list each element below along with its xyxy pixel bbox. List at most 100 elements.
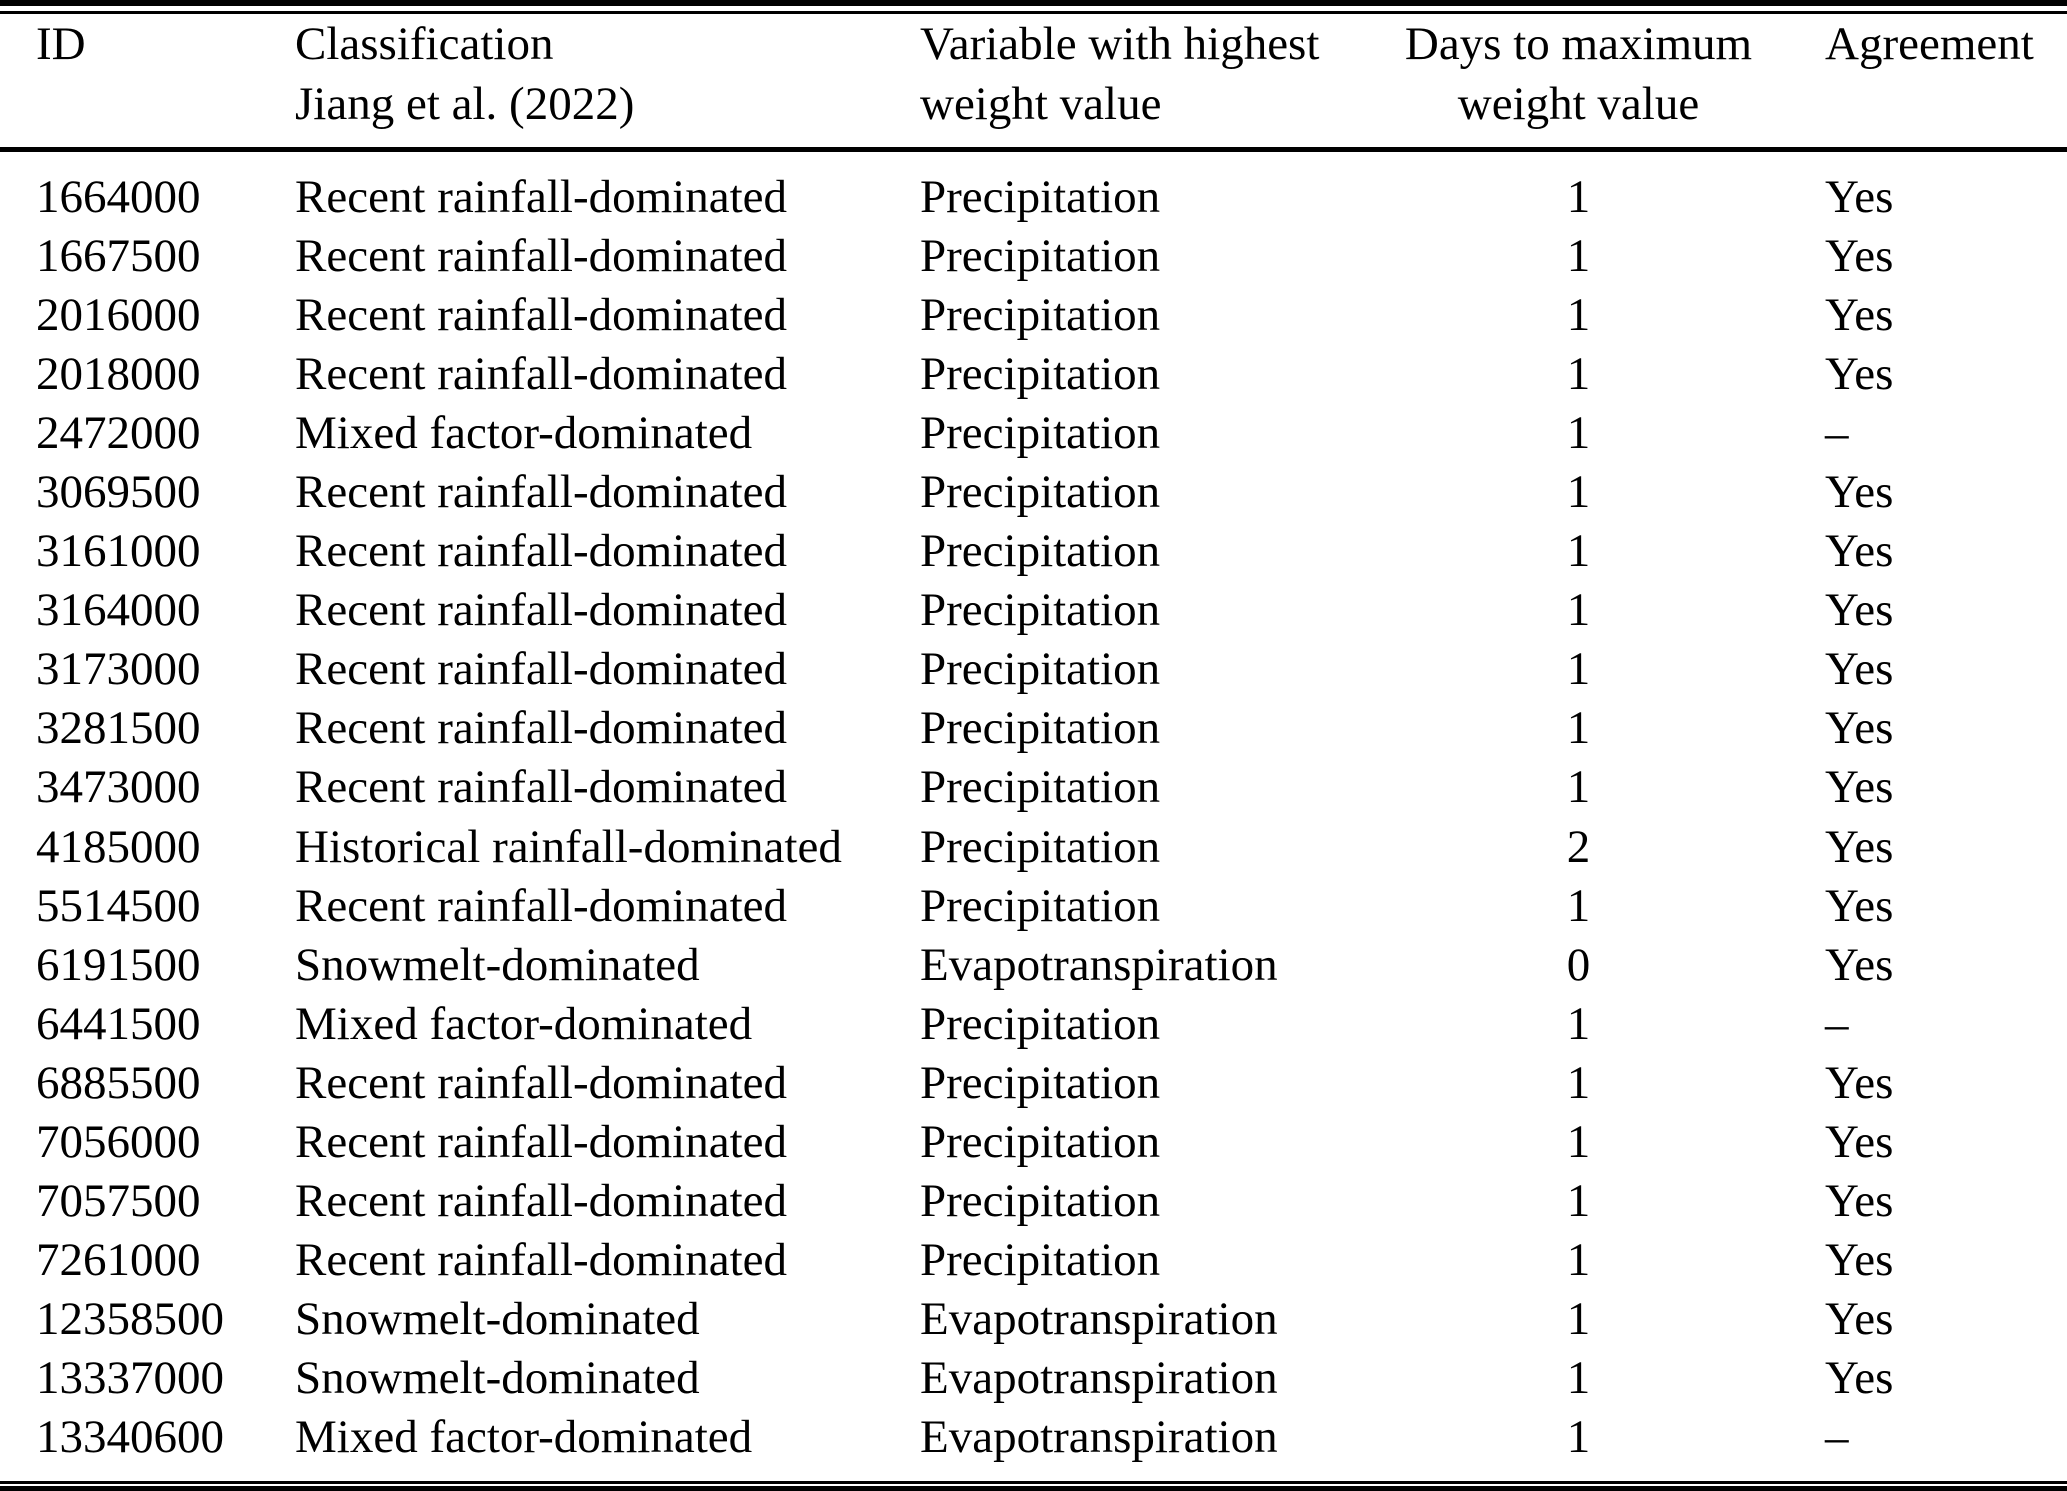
cell-variable: Precipitation	[920, 1234, 1161, 1287]
cell-agreement: –	[1825, 406, 1849, 459]
column-header-id-line1: ID	[36, 18, 86, 70]
table-row: 5514500 Recent rainfall-dominated Precip…	[0, 877, 2067, 936]
cell-id: 6441500	[36, 997, 201, 1050]
table-row: 2472000 Mixed factor-dominated Precipita…	[0, 404, 2067, 463]
cell-id: 3161000	[36, 525, 201, 578]
cell-variable: Precipitation	[920, 643, 1161, 696]
cell-days: 1	[1566, 761, 1591, 814]
table-row: 2016000 Recent rainfall-dominated Precip…	[0, 286, 2067, 345]
cell-agreement: Yes	[1825, 584, 1894, 637]
table-row: 3173000 Recent rainfall-dominated Precip…	[0, 640, 2067, 699]
cell-classification: Recent rainfall-dominated	[295, 465, 787, 518]
cell-variable: Evapotranspiration	[920, 938, 1278, 991]
cell-classification: Recent rainfall-dominated	[295, 761, 787, 814]
cell-days: 1	[1566, 1056, 1591, 1109]
table-row: 1664000 Recent rainfall-dominated Precip…	[0, 168, 2067, 227]
cell-id: 13340600	[36, 1411, 224, 1464]
cell-classification: Snowmelt-dominated	[295, 1293, 700, 1346]
table-row: 6885500 Recent rainfall-dominated Precip…	[0, 1054, 2067, 1113]
table-row: 6191500 Snowmelt-dominated Evapotranspir…	[0, 936, 2067, 995]
cell-id: 5514500	[36, 879, 201, 932]
cell-agreement: Yes	[1825, 229, 1894, 282]
cell-days: 1	[1566, 347, 1591, 400]
column-header-classification: Classification Jiang et al. (2022)	[295, 14, 920, 152]
cell-classification: Recent rainfall-dominated	[295, 1175, 787, 1228]
table-row: 4185000 Historical rainfall-dominated Pr…	[0, 818, 2067, 877]
cell-classification: Recent rainfall-dominated	[295, 702, 787, 755]
cell-classification: Snowmelt-dominated	[295, 938, 700, 991]
cell-classification: Recent rainfall-dominated	[295, 879, 787, 932]
cell-id: 3473000	[36, 761, 201, 814]
cell-days: 1	[1566, 1411, 1591, 1464]
cell-agreement: Yes	[1825, 879, 1894, 932]
cell-variable: Evapotranspiration	[920, 1411, 1278, 1464]
table-top-rule-thick	[0, 0, 2067, 6]
table-row: 3069500 Recent rainfall-dominated Precip…	[0, 463, 2067, 522]
column-header-days-line2: weight value	[1457, 78, 1700, 130]
cell-variable: Precipitation	[920, 525, 1161, 578]
column-header-days: Days to maximum weight value	[1392, 14, 1765, 152]
cell-id: 2018000	[36, 347, 201, 400]
cell-classification: Recent rainfall-dominated	[295, 525, 787, 578]
cell-id: 1667500	[36, 229, 201, 282]
cell-days: 1	[1566, 525, 1591, 578]
table-row: 12358500 Snowmelt-dominated Evapotranspi…	[0, 1290, 2067, 1349]
cell-variable: Precipitation	[920, 702, 1161, 755]
cell-variable: Precipitation	[920, 761, 1161, 814]
cell-agreement: –	[1825, 1411, 1849, 1464]
cell-days: 1	[1566, 997, 1591, 1050]
cell-id: 7261000	[36, 1234, 201, 1287]
table-bottom-rule-thin	[0, 1481, 2067, 1484]
cell-id: 12358500	[36, 1293, 224, 1346]
column-header-classification-line1: Classification	[295, 18, 554, 70]
column-header-variable-line1: Variable with highest	[920, 18, 1320, 70]
cell-agreement: Yes	[1825, 938, 1894, 991]
cell-days: 1	[1566, 1352, 1591, 1405]
cell-days: 1	[1566, 702, 1591, 755]
column-header-days-line1: Days to maximum	[1404, 18, 1753, 70]
cell-agreement: Yes	[1825, 643, 1894, 696]
table-row: 3281500 Recent rainfall-dominated Precip…	[0, 699, 2067, 758]
cell-days: 1	[1566, 465, 1591, 518]
cell-variable: Precipitation	[920, 1175, 1161, 1228]
cell-variable: Precipitation	[920, 584, 1161, 637]
cell-agreement: Yes	[1825, 525, 1894, 578]
table-row: 7057500 Recent rainfall-dominated Precip…	[0, 1172, 2067, 1231]
cell-classification: Recent rainfall-dominated	[295, 1056, 787, 1109]
cell-classification: Recent rainfall-dominated	[295, 170, 787, 223]
cell-agreement: Yes	[1825, 170, 1894, 223]
cell-days: 1	[1566, 1293, 1591, 1346]
cell-id: 3281500	[36, 702, 201, 755]
table-top-rule-thin	[0, 11, 2067, 14]
cell-variable: Precipitation	[920, 229, 1161, 282]
classification-agreement-table: ID Classification Jiang et al. (2022) Va…	[0, 14, 2067, 1468]
cell-variable: Precipitation	[920, 820, 1161, 873]
cell-classification: Recent rainfall-dominated	[295, 584, 787, 637]
cell-days: 1	[1566, 406, 1591, 459]
column-header-variable-line2: weight value	[920, 78, 1162, 130]
column-header-variable: Variable with highest weight value	[920, 14, 1392, 152]
cell-agreement: Yes	[1825, 1056, 1894, 1109]
table-row: 13337000 Snowmelt-dominated Evapotranspi…	[0, 1349, 2067, 1408]
cell-variable: Precipitation	[920, 170, 1161, 223]
cell-classification: Mixed factor-dominated	[295, 1411, 753, 1464]
cell-variable: Precipitation	[920, 288, 1161, 341]
cell-id: 3164000	[36, 584, 201, 637]
cell-agreement: Yes	[1825, 465, 1894, 518]
cell-id: 4185000	[36, 820, 201, 873]
cell-classification: Recent rainfall-dominated	[295, 1116, 787, 1168]
table-row: 7056000 Recent rainfall-dominated Precip…	[0, 1113, 2067, 1172]
cell-variable: Precipitation	[920, 1056, 1161, 1109]
cell-id: 13337000	[36, 1352, 224, 1405]
table-row: 3473000 Recent rainfall-dominated Precip…	[0, 758, 2067, 817]
cell-days: 1	[1566, 170, 1591, 223]
cell-days: 2	[1566, 820, 1591, 873]
cell-variable: Precipitation	[920, 879, 1161, 932]
cell-agreement: –	[1825, 997, 1849, 1050]
table-row: 6441500 Mixed factor-dominated Precipita…	[0, 995, 2067, 1054]
cell-classification: Historical rainfall-dominated	[295, 820, 842, 873]
header-row: ID Classification Jiang et al. (2022) Va…	[0, 14, 2067, 152]
cell-variable: Precipitation	[920, 465, 1161, 518]
column-header-agreement: Agreement	[1765, 14, 2067, 152]
cell-classification: Mixed factor-dominated	[295, 406, 753, 459]
